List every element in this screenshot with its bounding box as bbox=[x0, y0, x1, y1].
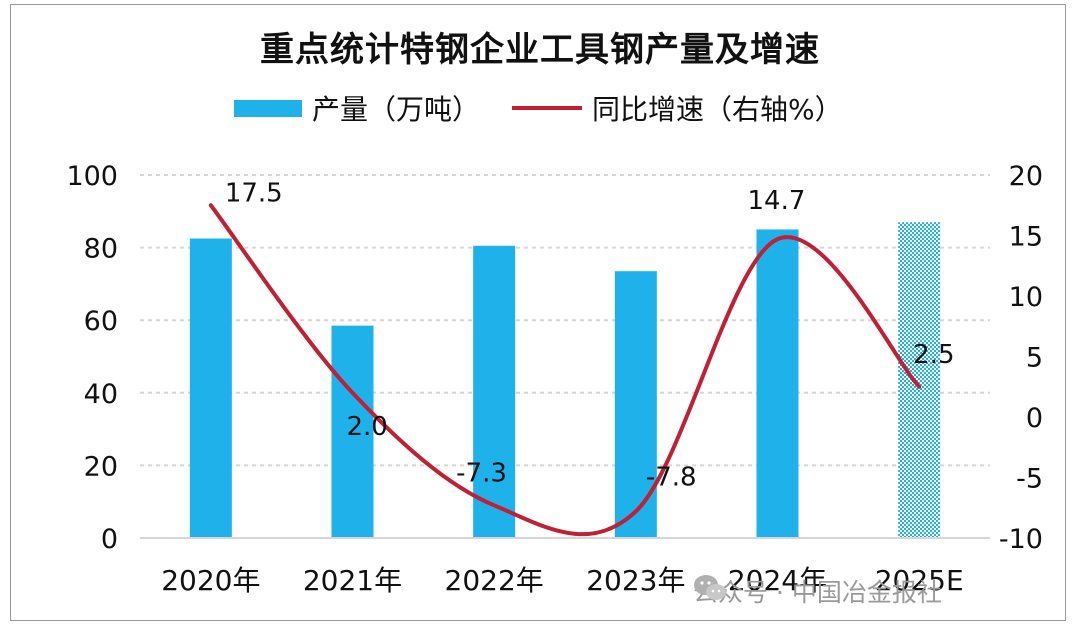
x-tick-label: 2021年 bbox=[303, 564, 402, 597]
bar bbox=[756, 229, 799, 538]
x-tick-label: 2025E bbox=[875, 564, 964, 597]
legend-item-line: 同比增速（右轴%） bbox=[512, 88, 843, 128]
legend: 产量（万吨） 同比增速（右轴%） bbox=[0, 88, 1080, 128]
bar bbox=[473, 245, 516, 538]
watermark-text: 公众号 · 中国冶金报社 bbox=[693, 578, 942, 607]
watermark: 公众号 · 中国冶金报社 bbox=[693, 573, 942, 609]
legend-item-bar: 产量（万吨） bbox=[234, 88, 480, 128]
x-tick-label: 2024年 bbox=[728, 564, 827, 597]
line-data-label: 17.5 bbox=[225, 178, 283, 208]
bar bbox=[331, 325, 374, 538]
x-tick-label: 2020年 bbox=[161, 564, 260, 597]
y-left-tick-label: 100 bbox=[66, 161, 118, 192]
y-left-tick-label: 20 bbox=[84, 451, 118, 482]
legend-bar-swatch bbox=[234, 99, 302, 117]
legend-line-swatch bbox=[512, 106, 582, 110]
line-data-label: -7.3 bbox=[456, 458, 507, 488]
line-data-label: -7.8 bbox=[646, 462, 697, 492]
line-data-label: 2.5 bbox=[913, 340, 954, 370]
growth-line bbox=[208, 203, 922, 537]
y-left-tick-label: 60 bbox=[84, 306, 118, 337]
y-right-tick-label: 10 bbox=[1009, 282, 1043, 313]
wechat-icon bbox=[694, 575, 726, 600]
line-data-label: 2.0 bbox=[347, 412, 388, 442]
y-left-tick-label: 0 bbox=[101, 524, 118, 555]
line-data-label: 14.7 bbox=[748, 186, 806, 216]
chart-title: 重点统计特钢企业工具钢产量及增速 bbox=[260, 30, 820, 70]
y-left-tick-label: 80 bbox=[84, 234, 118, 265]
y-right-tick-label: 20 bbox=[1009, 161, 1043, 192]
y-left-tick-label: 40 bbox=[84, 379, 118, 410]
bar-forecast bbox=[898, 222, 941, 538]
bar bbox=[614, 271, 657, 538]
y-right-tick-label: 15 bbox=[1009, 222, 1043, 253]
x-tick-label: 2022年 bbox=[445, 564, 544, 597]
legend-bar-label: 产量（万吨） bbox=[312, 93, 481, 126]
y-right-tick-label: 0 bbox=[1026, 403, 1043, 434]
y-right-tick-label: -5 bbox=[1016, 464, 1043, 495]
y-right-tick-label: -10 bbox=[999, 524, 1043, 555]
x-tick-label: 2023年 bbox=[586, 564, 685, 597]
legend-line-label: 同比增速（右轴%） bbox=[592, 93, 843, 126]
bar bbox=[189, 238, 232, 538]
y-right-tick-label: 5 bbox=[1026, 343, 1043, 374]
